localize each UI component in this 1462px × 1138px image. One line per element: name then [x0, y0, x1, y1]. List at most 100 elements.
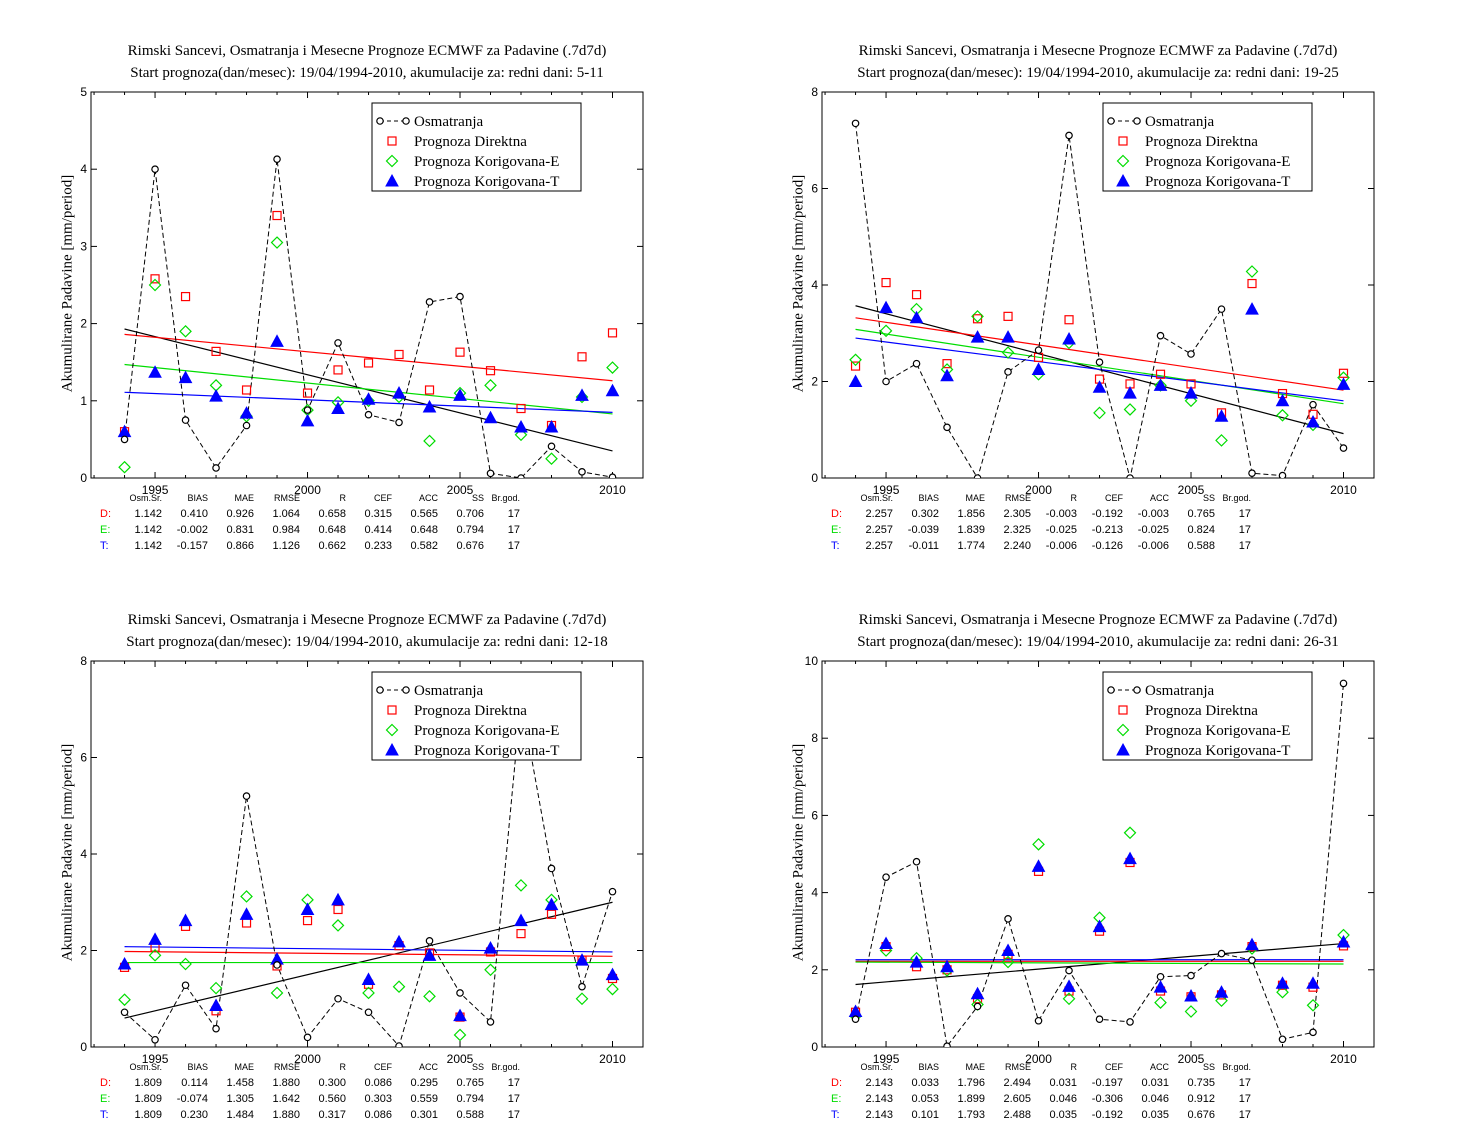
y-tick-label: 4 — [80, 162, 87, 176]
stats-header-cell: R — [1070, 1062, 1078, 1072]
data-point — [455, 347, 465, 357]
stats-row-label: E: — [831, 524, 842, 536]
data-point — [972, 314, 983, 324]
stats-header-cell: ACC — [418, 493, 438, 503]
stats-header-cell: R — [1070, 493, 1078, 503]
stats-header-cell: RMSE — [273, 1062, 300, 1072]
data-point — [1338, 368, 1349, 378]
data-point — [334, 339, 342, 347]
data-point — [1215, 434, 1228, 447]
stats-header-cell: Osm.Sr. — [129, 1062, 162, 1072]
data-point — [241, 385, 252, 395]
data-point — [1245, 302, 1259, 315]
data-point — [270, 334, 284, 347]
data-point — [1004, 368, 1012, 376]
data-point — [1306, 414, 1320, 428]
data-point — [422, 399, 437, 413]
legend-label: Osmatranja — [414, 683, 483, 699]
stats-value: -0.074 — [176, 1093, 208, 1105]
legend-label: Prognoza Korigovana-E — [414, 154, 559, 170]
data-point — [453, 1028, 467, 1042]
trend-line — [124, 901, 613, 1019]
stats-header-cell: MAE — [965, 493, 985, 503]
chart-subtitle: Start prognoza(dan/mesec): 19/04/1994-20… — [130, 65, 604, 81]
data-point — [1187, 971, 1195, 980]
legend-marker — [385, 173, 399, 187]
stats-value: -0.192 — [1091, 508, 1123, 520]
data-point — [514, 428, 528, 442]
legend-marker — [385, 723, 399, 737]
stats-header-cell: ACC — [418, 1062, 438, 1072]
stats-header-cell: BIAS — [187, 493, 208, 503]
data-point — [178, 913, 193, 927]
data-point — [1184, 1005, 1198, 1018]
stats-header-cell: RMSE — [273, 493, 300, 503]
data-point — [546, 909, 557, 919]
data-point — [331, 919, 345, 932]
data-point — [1034, 346, 1043, 354]
stats-value: 0.824 — [1187, 524, 1215, 536]
stats-header-cell: Osm.Sr. — [129, 493, 162, 503]
legend-label: Osmatranja — [1145, 683, 1214, 699]
data-point — [484, 963, 497, 977]
data-point — [1309, 400, 1317, 409]
stats-header-cell: MAE — [234, 1062, 254, 1072]
x-tick-label: 2000 — [1025, 1052, 1052, 1066]
stats-value: 1.484 — [226, 1109, 254, 1121]
stats-value: 0.031 — [1049, 1077, 1077, 1089]
data-point — [485, 366, 496, 376]
stats-table: Osm.Sr. BIAS MAE RMSE R CEF ACC SS Br.god. D: 2.25… — [831, 493, 1251, 556]
data-point — [578, 982, 586, 991]
data-point — [484, 379, 497, 392]
y-tick-label: 6 — [811, 808, 818, 822]
stats-value: -0.003 — [1137, 508, 1169, 520]
data-point — [1276, 408, 1289, 422]
trend-line — [124, 333, 613, 382]
stats-value: 1.809 — [134, 1077, 162, 1089]
data-point — [1215, 994, 1228, 1008]
stats-value: 1.796 — [957, 1077, 985, 1089]
data-point — [544, 897, 559, 911]
data-point — [1123, 851, 1137, 865]
stats-row-label: D: — [100, 508, 111, 520]
stats-header-cell: R — [339, 493, 347, 503]
data-point — [514, 913, 528, 927]
data-point — [486, 469, 495, 478]
stats-header-cell: BIAS — [918, 1062, 939, 1072]
stats-value: 0.662 — [318, 540, 346, 552]
legend-marker — [1116, 154, 1130, 168]
data-point — [178, 370, 193, 384]
stats-value: 1.305 — [226, 1093, 254, 1105]
data-point — [362, 986, 375, 1000]
stats-value: 2.143 — [865, 1093, 893, 1105]
legend-label: Prognoza Korigovana-T — [1145, 743, 1290, 759]
legend-marker — [385, 742, 399, 756]
data-point — [272, 210, 282, 221]
data-point — [1126, 474, 1134, 478]
data-point — [575, 388, 589, 401]
data-point — [1156, 331, 1165, 340]
data-point — [1217, 305, 1226, 313]
legend-marker — [1107, 686, 1115, 694]
data-point — [608, 473, 617, 478]
trend-line — [855, 942, 1344, 986]
y-tick-label: 2 — [811, 375, 818, 389]
x-tick-label: 1995 — [142, 1052, 169, 1066]
data-point — [608, 887, 617, 896]
data-point — [1214, 409, 1229, 422]
data-point — [117, 956, 132, 970]
stats-value: 1.899 — [957, 1093, 985, 1105]
stats-value: 0.765 — [1187, 508, 1215, 520]
data-point — [1336, 934, 1351, 948]
y-tick-label: 8 — [80, 654, 87, 668]
stats-value: 0.031 — [1141, 1077, 1169, 1089]
stats-header-cell: BIAS — [187, 1062, 208, 1072]
y-tick-label: 4 — [80, 847, 87, 861]
stats-value: 0.658 — [318, 508, 346, 520]
stats-row-label: T: — [831, 1109, 840, 1121]
data-point — [486, 1018, 495, 1026]
trend-line — [855, 317, 1344, 391]
legend-label: Prognoza Korigovana-T — [1145, 174, 1290, 190]
legend-marker — [1116, 742, 1130, 756]
stats-value: 17 — [507, 1109, 520, 1121]
